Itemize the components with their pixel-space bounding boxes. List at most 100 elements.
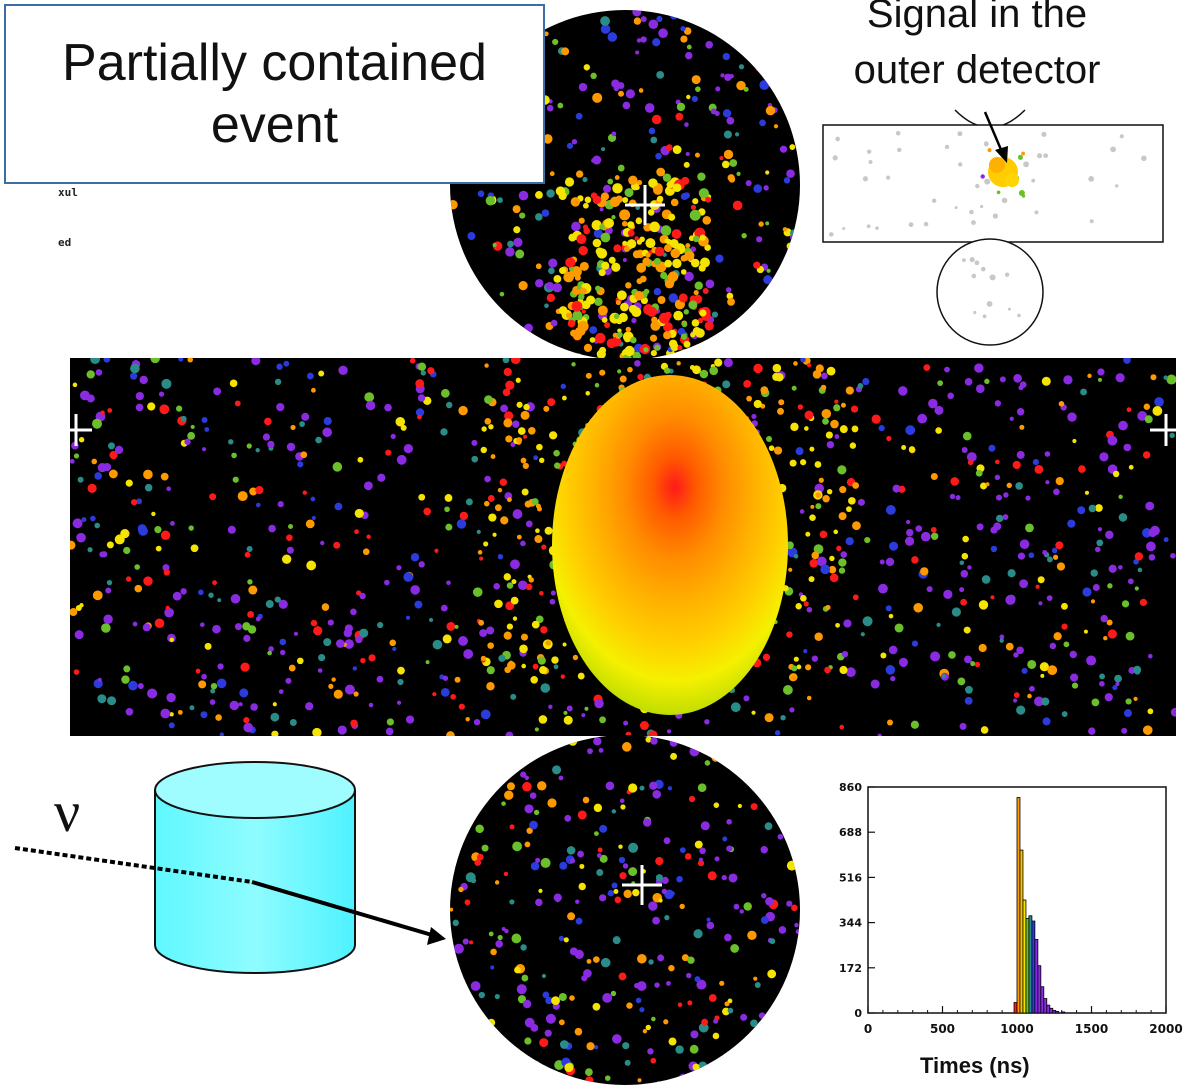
- pmt-hit: [772, 363, 782, 373]
- pmt-hit: [538, 1076, 548, 1085]
- pmt-hit: [232, 476, 239, 483]
- pmt-hit: [1037, 576, 1045, 584]
- pmt-hit: [764, 751, 771, 759]
- pmt-hit: [618, 90, 625, 97]
- pmt-hit: [789, 673, 798, 682]
- pmt-hit: [661, 876, 669, 884]
- pmt-hit: [698, 188, 709, 199]
- pmt-hit: [130, 363, 140, 374]
- pmt-hit: [839, 486, 847, 494]
- pmt-hit: [520, 540, 526, 547]
- pmt-hit: [1108, 564, 1117, 573]
- pmt-hit: [479, 556, 484, 561]
- pmt-hit: [591, 219, 602, 231]
- pmt-hit: [796, 664, 802, 670]
- pmt-hit: [622, 258, 627, 263]
- pmt-hit: [740, 1013, 748, 1021]
- pmt-hit: [274, 596, 281, 603]
- pmt-hit: [776, 82, 785, 90]
- pmt-hit: [504, 411, 514, 421]
- pmt-hit: [685, 243, 691, 249]
- pmt-hit: [510, 358, 521, 365]
- pmt-hit: [654, 246, 665, 257]
- pmt-hit: [741, 232, 747, 239]
- pmt-hit: [107, 442, 115, 450]
- pmt-hit: [515, 377, 521, 383]
- pmt-hit: [654, 344, 661, 351]
- pmt-hit: [268, 646, 274, 652]
- pmt-hit: [1154, 397, 1164, 407]
- pmt-hit: [840, 402, 846, 408]
- pmt-hit: [786, 860, 797, 871]
- pmt-hit: [960, 598, 968, 606]
- pmt-hit: [656, 15, 663, 23]
- pmt-hit: [961, 446, 968, 453]
- pmt-hit: [686, 44, 692, 50]
- pmt-hit: [1061, 623, 1068, 630]
- pmt-hit: [510, 442, 516, 448]
- pmt-hit: [607, 890, 615, 897]
- histogram-bar: [1028, 915, 1033, 1014]
- pmt-hit: [931, 198, 937, 203]
- pmt-hit: [943, 589, 953, 599]
- pmt-hit: [787, 283, 797, 292]
- pmt-hit: [1123, 358, 1131, 364]
- pmt-hit: [1150, 374, 1157, 381]
- pmt-hit: [593, 737, 602, 746]
- pmt-hit: [564, 1063, 574, 1073]
- pmt-hit: [125, 708, 134, 716]
- pmt-hit: [125, 479, 133, 487]
- pmt-hit: [675, 112, 684, 121]
- pmt-hit: [487, 495, 495, 502]
- pmt-hit: [589, 326, 598, 334]
- pmt-hit: [497, 197, 503, 204]
- pmt-hit: [553, 275, 562, 283]
- pmt-hit: [690, 332, 696, 338]
- pmt-hit: [150, 358, 160, 364]
- bottom-endcap-display: [450, 735, 800, 1085]
- pmt-hit: [782, 284, 790, 291]
- pmt-hit: [941, 674, 946, 679]
- pmt-hit: [846, 506, 852, 513]
- pmt-hit: [683, 161, 690, 168]
- pmt-hit: [246, 443, 252, 449]
- pmt-hit: [826, 440, 835, 449]
- pmt-hit: [549, 1080, 559, 1085]
- pmt-hit: [773, 124, 779, 129]
- pmt-hit: [490, 948, 497, 956]
- pmt-hit: [578, 82, 588, 92]
- pmt-hit: [459, 328, 465, 333]
- pmt-hit: [611, 215, 616, 220]
- pmt-hit: [114, 445, 124, 454]
- pmt-hit: [136, 498, 143, 505]
- pmt-hit: [212, 624, 221, 634]
- pmt-hit: [1115, 373, 1125, 383]
- pmt-hit: [587, 748, 593, 755]
- pmt-hit: [262, 433, 271, 441]
- pmt-hit: [726, 116, 735, 125]
- pmt-hit: [951, 607, 961, 617]
- pmt-hit: [793, 361, 798, 366]
- pmt-hit: [535, 191, 543, 199]
- pmt-hit: [623, 245, 630, 252]
- pmt-hit: [622, 101, 631, 110]
- pmt-hit: [829, 555, 835, 562]
- pmt-hit: [774, 40, 783, 48]
- pmt-hit: [694, 152, 700, 158]
- pmt-hit: [547, 798, 557, 808]
- pmt-hit: [657, 954, 665, 962]
- pmt-hit: [160, 530, 171, 540]
- pmt-hit: [894, 623, 904, 633]
- pmt-hit: [276, 402, 285, 412]
- pmt-hit: [105, 587, 112, 594]
- pmt-hit: [652, 916, 660, 925]
- pmt-hit: [885, 605, 892, 612]
- pmt-hit: [670, 752, 678, 760]
- pmt-hit: [806, 695, 812, 701]
- pmt-hit: [537, 656, 546, 665]
- pmt-hit: [234, 400, 241, 407]
- pmt-hit: [583, 343, 593, 352]
- pmt-hit: [548, 704, 553, 709]
- pmt-hit: [198, 589, 204, 596]
- pmt-hit: [494, 880, 500, 885]
